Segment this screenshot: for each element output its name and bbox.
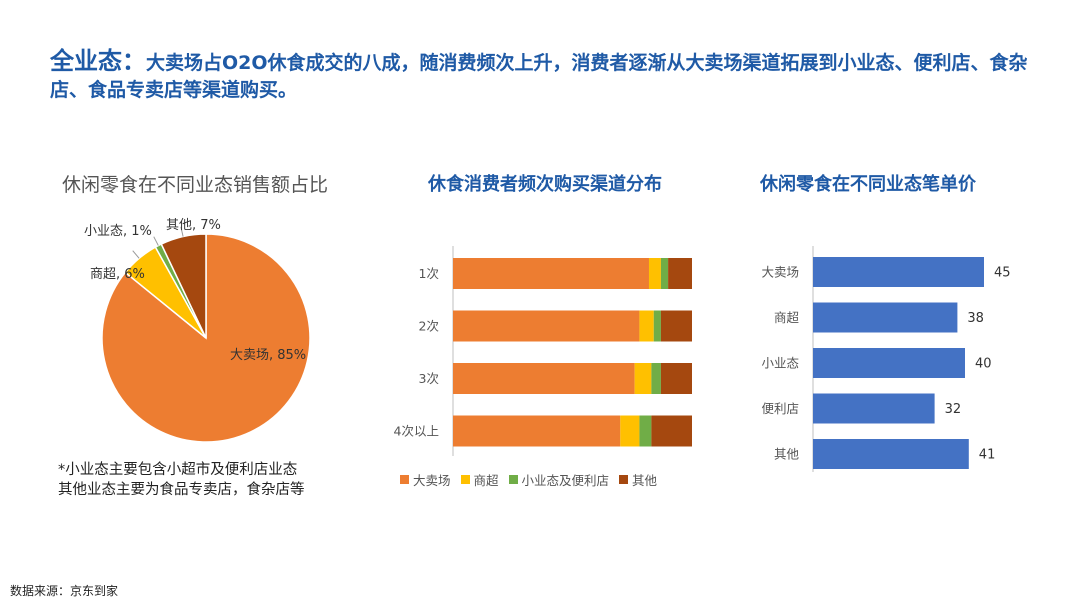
pie-slice-label: 大卖场, 85% <box>230 348 306 363</box>
pie-slice-label: 小业态, 1% <box>84 224 152 239</box>
headline: 全业态：大卖场占O2O休食成交的八成，随消费频次上升，消费者逐渐从大卖场渠道拓展… <box>50 48 1050 104</box>
pie-chart-title: 休闲零食在不同业态销售额占比 <box>62 174 329 196</box>
legend-swatch <box>508 475 518 484</box>
stacked-bar-segment <box>651 363 661 394</box>
stacked-bar-segment <box>668 258 692 289</box>
stacked-bar-segment <box>620 415 640 447</box>
stacked-bar-segment <box>651 415 692 447</box>
legend-swatch <box>400 475 409 484</box>
legend-item: 其他 <box>619 470 657 489</box>
unit-price-bar <box>813 348 965 378</box>
unit-price-value-label: 45 <box>994 266 1011 281</box>
unit-price-category-label: 大卖场 <box>761 265 799 280</box>
legend-item: 大卖场 <box>400 470 451 489</box>
stacked-bar-category-label: 1次 <box>419 266 439 281</box>
headline-lead: 全业态： <box>50 47 146 75</box>
stacked-bar-segment <box>453 310 640 342</box>
unit-price-bar <box>813 393 935 424</box>
stacked-bar-segment <box>648 258 661 289</box>
pie-leader-line <box>153 236 159 246</box>
unit-price-category-label: 其他 <box>774 447 800 462</box>
legend-item: 小业态及便利店 <box>508 470 610 489</box>
pie-slice-label: 其他, 7% <box>166 218 221 233</box>
stacked-bar-segment <box>453 415 621 447</box>
stacked-bar-chart-title: 休食消费者频次购买渠道分布 <box>428 174 662 195</box>
stacked-bar-segment <box>653 310 661 342</box>
stacked-bar-segment <box>660 310 692 342</box>
unit-price-category-label: 小业态 <box>761 356 799 371</box>
unit-price-category-label: 便利店 <box>761 401 799 416</box>
unit-price-chart-title: 休闲零食在不同业态笔单价 <box>760 174 976 195</box>
legend-label: 大卖场 <box>413 473 451 488</box>
stacked-bar-segment <box>660 258 669 289</box>
unit-price-category-label: 商超 <box>774 310 800 325</box>
stacked-bar-segment <box>453 258 649 289</box>
headline-text: 大卖场占O2O休食成交的八成，随消费频次上升，消费者逐渐从大卖场渠道拓展到小业态… <box>50 52 1028 101</box>
stacked-bar-segment <box>453 363 635 394</box>
stacked-bar-segment <box>660 363 692 394</box>
unit-price-value-label: 38 <box>967 311 984 326</box>
footnote-line-1: *小业态主要包含小超市及便利店业态 <box>58 462 298 478</box>
pie-leader-line <box>132 250 140 259</box>
legend-label: 小业态及便利店 <box>521 473 610 488</box>
legend-label: 其他 <box>632 473 658 488</box>
footnote-line-2: 其他业态主要为食品专卖店，食杂店等 <box>58 482 305 498</box>
stacked-bar-segment <box>639 415 652 447</box>
unit-price-value-label: 40 <box>975 357 992 372</box>
stacked-bar-category-label: 2次 <box>419 319 439 334</box>
pie-slice-label: 商超, 6% <box>90 267 145 282</box>
stacked-bar-legend: 大卖场 商超 小业态及便利店 其他 <box>400 470 657 489</box>
legend-swatch <box>619 475 629 484</box>
legend-swatch <box>460 475 470 484</box>
legend-item: 商超 <box>460 470 499 489</box>
data-source: 数据来源：京东到家 <box>10 584 119 598</box>
stacked-bar-category-label: 3次 <box>419 371 439 386</box>
stacked-bar-segment <box>639 310 654 342</box>
unit-price-bar <box>813 439 969 469</box>
legend-label: 商超 <box>473 473 499 488</box>
stacked-bar-segment <box>634 363 652 394</box>
footnote: *小业态主要包含小超市及便利店业态 其他业态主要为食品专卖店，食杂店等 <box>58 460 305 500</box>
unit-price-bar <box>813 302 958 333</box>
pie-slice <box>160 233 207 339</box>
pie-leader-line <box>180 226 184 237</box>
unit-price-value-label: 41 <box>979 448 996 463</box>
unit-price-bar <box>813 257 984 287</box>
stacked-bar-category-label: 4次以上 <box>394 424 439 439</box>
unit-price-value-label: 32 <box>945 402 962 417</box>
